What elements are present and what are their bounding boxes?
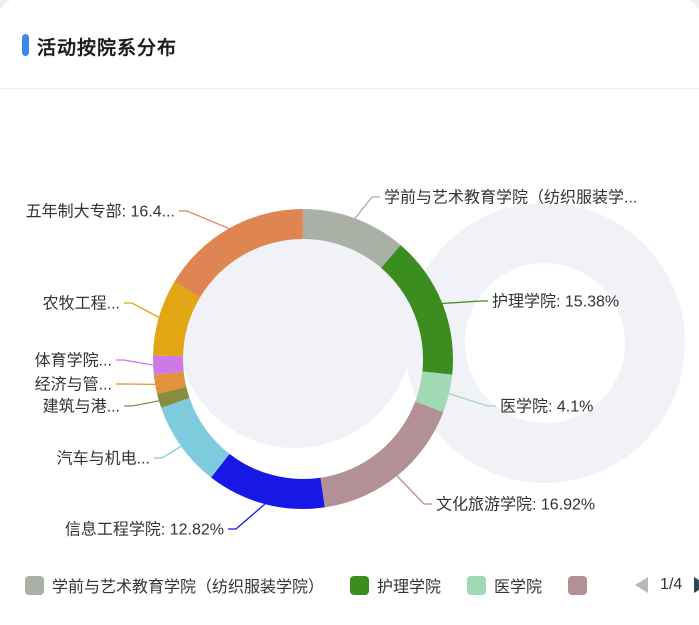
legend-pager-prev-icon[interactable] [635,577,649,593]
donut-segment[interactable] [211,453,325,510]
label-line [354,196,380,219]
legend-swatch [467,575,487,595]
legend-item[interactable] [568,575,595,595]
legend-item[interactable]: 学前与艺术教育学院（纺织服装学院） [25,573,324,597]
label-line [124,302,160,318]
legend-pager: 1/4 [635,576,699,594]
segment-label: 文化旅游学院: 16.92% [436,496,595,514]
legend-item[interactable]: 医学院 [467,573,542,597]
legend-swatch [350,575,370,595]
donut-segment[interactable] [153,371,187,394]
donut-segment[interactable] [161,398,230,478]
label-line [448,393,496,407]
label-line [124,400,160,407]
watermark-circle [465,263,625,423]
donut-segment[interactable] [174,209,303,298]
legend-pager-next-icon[interactable] [694,577,699,593]
legend-item[interactable]: 护理学院 [350,573,441,597]
legend-label: 学前与艺术教育学院（纺织服装学院） [52,579,325,596]
donut-segment[interactable] [320,401,444,508]
donut-segment[interactable] [157,386,190,408]
segment-label: 五年制大专部: 16.4... [26,203,175,221]
segment-label: 建筑与港... [43,398,120,416]
label-line [396,475,432,505]
segment-label: 医学院: 4.1% [500,398,593,416]
label-line [154,445,182,459]
segment-label: 汽车与机电... [57,450,150,468]
legend-label: 护理学院 [377,579,442,596]
label-line [116,359,154,366]
donut-segment[interactable] [153,281,201,357]
legend-label: 医学院 [494,579,543,596]
segment-label: 经济与管... [35,376,112,394]
segment-label: 农牧工程... [43,295,120,313]
segment-label: 信息工程学院: 12.82% [65,521,224,539]
segment-label: 体育学院... [35,352,112,370]
donut-segment[interactable] [381,245,454,375]
title-accent-bar [22,34,29,56]
legend: 学前与艺术教育学院（纺织服装学院） 护理学院 医学院 1/4 [25,572,699,598]
page-title: 活动按院系分布 [37,38,178,59]
label-line [228,503,266,530]
segment-label: 护理学院: 15.38% [492,293,619,311]
donut-segment[interactable] [153,355,184,375]
label-line [179,210,230,230]
segment-label: 学前与艺术教育学院（纺织服装学... [384,189,637,207]
legend-pager-page: 1/4 [660,576,683,593]
card-header: 活动按院系分布 [0,0,699,89]
legend-swatch [568,575,588,595]
label-line [442,300,488,305]
donut-segment[interactable] [303,209,401,268]
donut-segment[interactable] [415,371,453,413]
legend-swatch [25,575,44,595]
